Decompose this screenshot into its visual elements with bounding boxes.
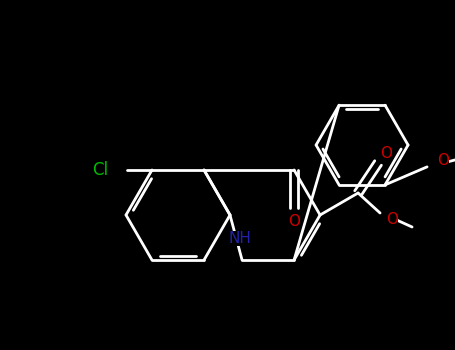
- Text: O: O: [437, 153, 449, 168]
- Text: O: O: [380, 146, 392, 161]
- Text: NH: NH: [228, 231, 252, 246]
- Text: O: O: [386, 211, 398, 226]
- Text: O: O: [288, 215, 300, 230]
- Text: Cl: Cl: [92, 161, 108, 179]
